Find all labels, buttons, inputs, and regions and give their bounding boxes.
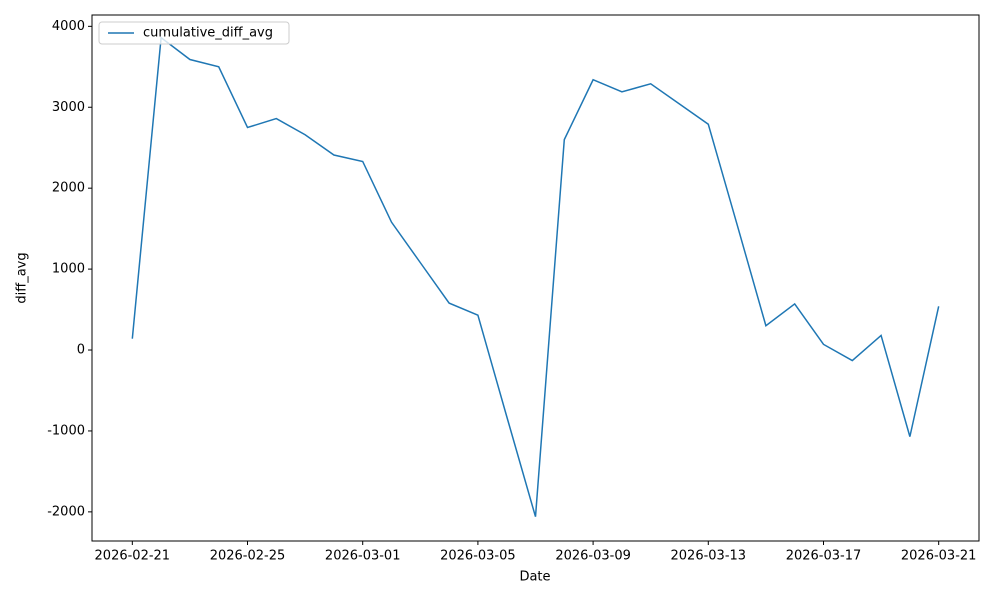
y-tick-label: -1000 <box>47 423 85 438</box>
y-tick-label: -2000 <box>47 504 85 519</box>
y-tick-label: 1000 <box>52 262 85 277</box>
x-tick-label: 2026-02-25 <box>210 549 286 564</box>
y-axis-label: diff_avg <box>15 252 30 303</box>
y-tick-label: 3000 <box>52 100 85 115</box>
x-tick-label: 2026-03-21 <box>901 549 977 564</box>
y-tick-label: 0 <box>77 343 85 358</box>
x-tick-label: 2026-03-01 <box>325 549 401 564</box>
x-axis-label: Date <box>519 570 550 585</box>
plot-frame <box>91 14 980 542</box>
y-tick-label: 4000 <box>52 19 85 34</box>
x-tick-label: 2026-03-05 <box>440 549 516 564</box>
x-tick-label: 2026-03-17 <box>786 549 862 564</box>
data-line <box>131 36 940 517</box>
x-tick-label: 2026-02-21 <box>95 549 171 564</box>
legend-box <box>98 21 290 45</box>
legend-label: cumulative_diff_avg <box>143 26 273 41</box>
x-tick-label: 2026-03-13 <box>671 549 747 564</box>
y-tick-label: 2000 <box>52 181 85 196</box>
x-tick-label: 2026-03-09 <box>555 549 631 564</box>
